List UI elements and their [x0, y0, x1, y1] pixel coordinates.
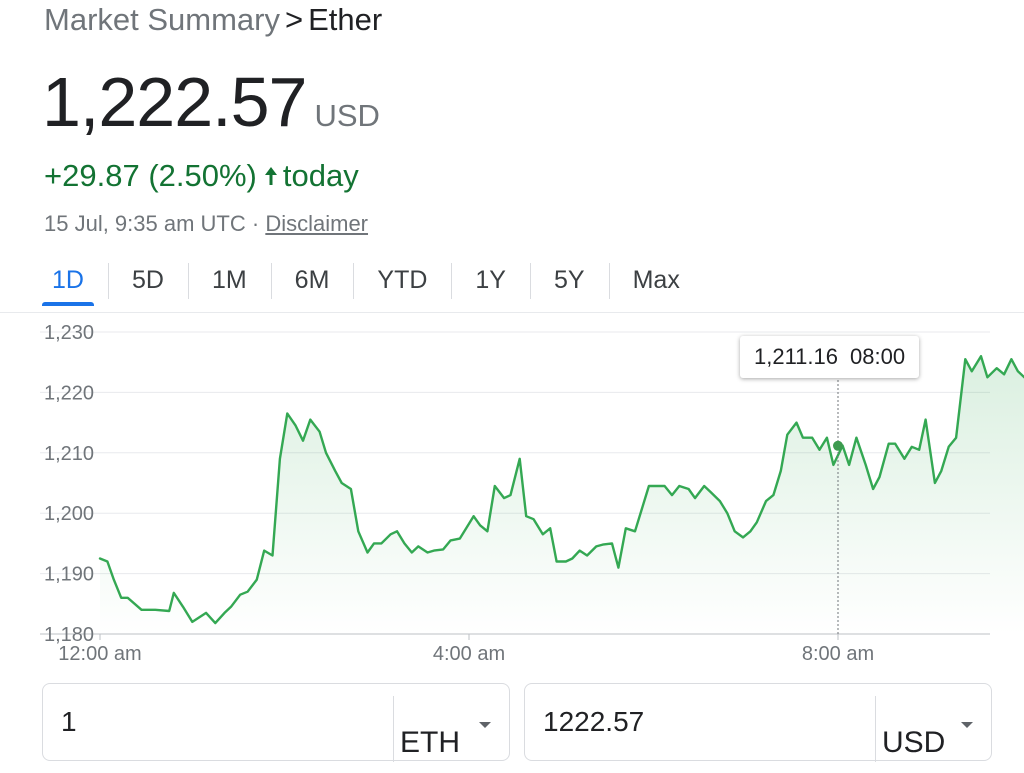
tab-1d[interactable]: 1D	[28, 256, 108, 306]
price-value: 1,222.57	[42, 63, 307, 141]
caret-down-icon	[961, 722, 973, 728]
to-amount-input[interactable]	[525, 684, 875, 760]
to-unit-label: USD	[882, 726, 946, 759]
chart-tooltip: 1,211.16 08:00	[740, 336, 920, 378]
converter-from: ETH	[42, 683, 510, 762]
tooltip-time: 08:00	[850, 344, 906, 369]
tab-5d[interactable]: 5D	[107, 256, 188, 306]
from-unit-label: ETH	[400, 726, 460, 759]
price-row: 1,222.57 USD	[42, 62, 380, 142]
x-tick-label: 12:00 am	[58, 643, 141, 665]
y-tick-label: 1,200	[44, 503, 94, 525]
price-line	[98, 355, 1024, 625]
timestamp: 15 Jul, 9:35 am UTC	[44, 211, 246, 236]
x-tick-label: 4:00 am	[433, 643, 505, 665]
change-suffix: today	[282, 158, 359, 193]
y-tick-label: 1,220	[44, 382, 94, 404]
converter-to: USD	[524, 683, 992, 762]
from-unit-select[interactable]: ETH	[393, 696, 509, 762]
change-amount: +29.87	[44, 158, 140, 193]
x-tick-label: 8:00 am	[802, 643, 874, 665]
price-chart[interactable]: 1,230 1,220 1,210 1,200 1,190 1,180 12:00 am 4:…	[0, 318, 1024, 670]
tab-max[interactable]: Max	[608, 256, 704, 306]
tab-1y[interactable]: 1Y	[451, 256, 530, 306]
to-unit-select[interactable]: USD	[875, 696, 991, 762]
timestamp-row: 15 Jul, 9:35 am UTC · Disclaimer	[44, 211, 368, 237]
breadcrumb-current: Ether	[308, 2, 383, 37]
price-change: +29.87 (2.50%) today	[44, 158, 359, 194]
disclaimer-link[interactable]: Disclaimer	[265, 211, 369, 236]
change-percent: (2.50%)	[148, 158, 257, 193]
meta-separator: ·	[251, 211, 260, 236]
y-tick-label: 1,190	[44, 564, 94, 586]
tab-5y[interactable]: 5Y	[530, 256, 609, 306]
hover-point	[833, 440, 843, 451]
range-tabs: 1D 5D 1M 6M YTD 1Y 5Y Max	[28, 256, 704, 306]
breadcrumb: Market Summary > Ether	[44, 2, 382, 38]
tooltip-value: 1,211.16	[754, 344, 839, 369]
y-tick-label: 1,230	[44, 322, 94, 344]
caret-down-icon	[479, 722, 491, 728]
tab-ytd[interactable]: YTD	[353, 256, 451, 306]
price-area-fill	[100, 356, 1024, 634]
tab-6m[interactable]: 6M	[270, 256, 354, 306]
y-tick-label: 1,210	[44, 443, 94, 465]
arrow-up-icon	[264, 167, 277, 185]
price-currency: USD	[314, 98, 380, 133]
breadcrumb-parent[interactable]: Market Summary	[44, 2, 280, 37]
from-amount-input[interactable]	[43, 684, 393, 760]
breadcrumb-separator: >	[284, 2, 304, 37]
tabs-divider	[0, 312, 1024, 313]
tab-1m[interactable]: 1M	[187, 256, 271, 306]
y-tick-label: 1,180	[44, 624, 94, 646]
